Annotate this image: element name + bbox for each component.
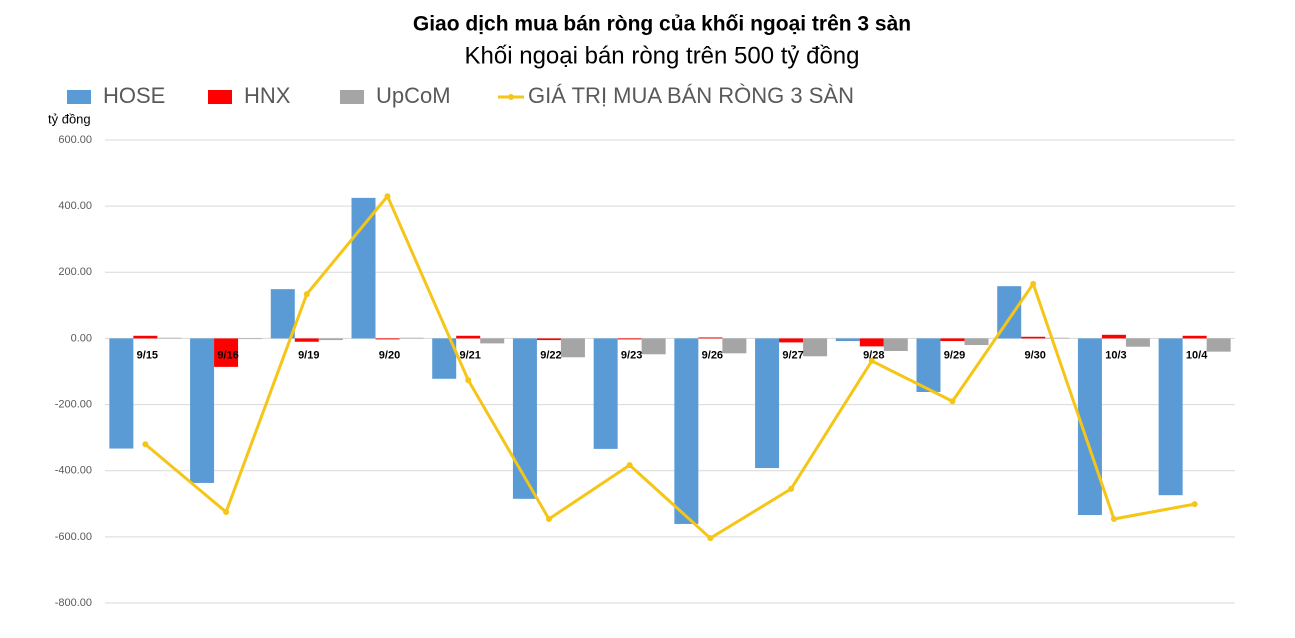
line-marker [1110, 515, 1117, 522]
bar [399, 337, 424, 339]
x-tick-label: 10/3 [1105, 349, 1126, 361]
x-tick-label: 9/16 [217, 349, 238, 361]
legend-swatch [67, 90, 91, 104]
line-marker [465, 377, 472, 384]
bar [803, 338, 828, 357]
x-tick-label: 9/29 [944, 349, 965, 361]
x-tick-label: 9/26 [702, 349, 723, 361]
line-marker [1030, 280, 1037, 287]
legend-label: HOSE [103, 83, 165, 108]
bar [755, 338, 780, 469]
line-marker [868, 357, 875, 364]
bar [835, 338, 860, 342]
line-marker [142, 441, 149, 448]
line-marker [384, 193, 391, 200]
bar [270, 289, 295, 339]
bar [674, 338, 699, 524]
line-marker [788, 485, 795, 492]
bar [883, 338, 908, 351]
bar [859, 338, 884, 347]
line-marker [545, 515, 552, 522]
bar [617, 338, 642, 340]
chart-subtitle: Khối ngoại bán ròng trên 500 tỷ đồng [465, 42, 860, 69]
bar [1045, 337, 1070, 339]
bar [1158, 338, 1183, 496]
x-tick-label: 10/4 [1186, 349, 1208, 361]
bar [238, 338, 263, 340]
line [144, 193, 1195, 541]
y-tick-label: -800.00 [55, 597, 92, 609]
bar [456, 335, 481, 339]
bar [133, 335, 158, 339]
line-marker [626, 462, 633, 469]
bar [940, 338, 965, 342]
y-tick-label: 400.00 [58, 200, 92, 212]
x-tick-label: 9/21 [460, 349, 481, 361]
bar [109, 338, 134, 449]
bar [351, 197, 376, 339]
line-marker [223, 509, 230, 516]
line-marker [303, 291, 310, 298]
bar [1182, 335, 1207, 339]
legend-swatch [340, 90, 364, 104]
x-tick-label: 9/27 [782, 349, 803, 361]
line-marker [1191, 501, 1198, 508]
bar [779, 338, 804, 343]
line-marker [707, 535, 714, 542]
bar [593, 338, 618, 449]
bar [512, 338, 537, 499]
bar [214, 338, 239, 367]
legend-label: GIÁ TRỊ MUA BÁN RÒNG 3 SÀN [528, 83, 854, 108]
bar [157, 337, 182, 339]
legend-label: UpCoM [376, 83, 451, 108]
line-marker [949, 398, 956, 405]
chart-title: Giao dịch mua bán ròng của khối ngoại tr… [413, 13, 911, 36]
y-tick-label: -200.00 [55, 398, 92, 410]
x-tick-label: 9/19 [298, 349, 319, 361]
bar [1125, 338, 1150, 347]
bar [964, 338, 989, 346]
bar [1206, 338, 1231, 352]
bar [1021, 336, 1046, 339]
bar [641, 338, 666, 355]
x-tick-label: 9/28 [863, 349, 884, 361]
x-tick-label: 9/23 [621, 349, 642, 361]
legend-label: HNX [244, 83, 291, 108]
bar [698, 337, 723, 339]
x-tick-label: 9/30 [1025, 349, 1046, 361]
x-tick-label: 9/22 [540, 349, 561, 361]
bar [1101, 334, 1126, 339]
y-axis-label: tỷ đồng [48, 111, 91, 126]
bar [722, 338, 747, 354]
y-tick-label: 0.00 [71, 332, 92, 344]
bar [536, 338, 561, 341]
bar [560, 338, 585, 358]
y-tick-label: 600.00 [58, 134, 92, 146]
bar [375, 338, 400, 340]
y-tick-label: 200.00 [58, 266, 92, 278]
x-tick-label: 9/20 [379, 349, 400, 361]
x-tick-label: 9/15 [137, 349, 158, 361]
bar [480, 338, 505, 344]
y-tick-label: -400.00 [55, 465, 92, 477]
legend-swatch [508, 94, 514, 100]
bar [190, 338, 215, 483]
legend-swatch [208, 90, 232, 104]
bar [294, 338, 319, 342]
y-tick-label: -600.00 [55, 531, 92, 543]
bar [318, 338, 343, 341]
bar [916, 338, 941, 393]
